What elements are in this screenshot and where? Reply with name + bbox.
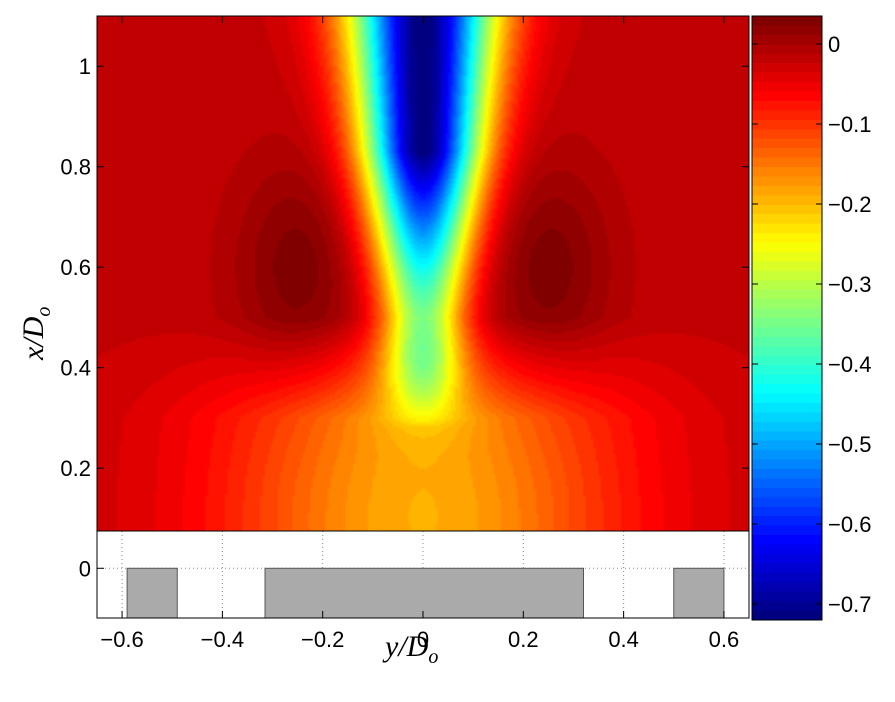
y-axis-ticks: 0.2 0.4 0.6 0.8 1: [60, 54, 749, 481]
colorbar-tick-label: −0.1: [828, 112, 871, 137]
x-tick-label: −0.2: [301, 627, 344, 652]
y-tick-label: 1: [79, 54, 91, 79]
colorbar-ticks: 0 −0.1 −0.2 −0.3 −0.4 −0.5 −0.6 −0.7: [752, 32, 871, 617]
colorbar-tick-label: 0: [828, 32, 840, 57]
geometry-blocks: [126, 567, 725, 619]
y-tick-label: 0.6: [60, 255, 91, 280]
x-tick-label: 0: [417, 627, 429, 652]
contour-field: [97, 16, 749, 531]
x-tick-label: 0.2: [508, 627, 539, 652]
x-tick-label: −0.4: [201, 627, 244, 652]
x-tick-label: −0.6: [100, 627, 143, 652]
x-axis-label: y/Do: [382, 630, 438, 668]
colorbar-tick-label: −0.3: [828, 272, 871, 297]
colorbar-tick-label: −0.7: [828, 592, 871, 617]
y-tick-label: 0.4: [60, 356, 91, 381]
colorbar-gradient: [752, 16, 822, 620]
colorbar-frame: [751, 15, 823, 621]
geometry-block: [264, 567, 584, 619]
field-image: [97, 16, 749, 531]
geometry-block: [126, 567, 178, 619]
y-tick-label: 0.8: [60, 155, 91, 180]
colorbar-tick-label: −0.6: [828, 512, 871, 537]
x-tick-label: 0.4: [608, 627, 639, 652]
colorbar-tick-label: −0.2: [828, 192, 871, 217]
geometry-y-ticks: 0: [79, 556, 104, 581]
colorbar: 0 −0.1 −0.2 −0.3 −0.4 −0.5 −0.6 −0.7: [751, 15, 871, 621]
colorbar-tick-label: −0.5: [828, 432, 871, 457]
geometry-y-tick-label: 0: [79, 556, 91, 581]
geometry-block: [673, 567, 725, 619]
y-tick-label: 0.2: [60, 456, 91, 481]
x-tick-label: 0.6: [709, 627, 740, 652]
x-axis-ticks: −0.6 −0.4 −0.2 0 0.2 0.4 0.6: [100, 16, 739, 652]
y-axis-label: x/Do: [17, 307, 55, 361]
colorbar-tick-label: −0.4: [828, 352, 871, 377]
